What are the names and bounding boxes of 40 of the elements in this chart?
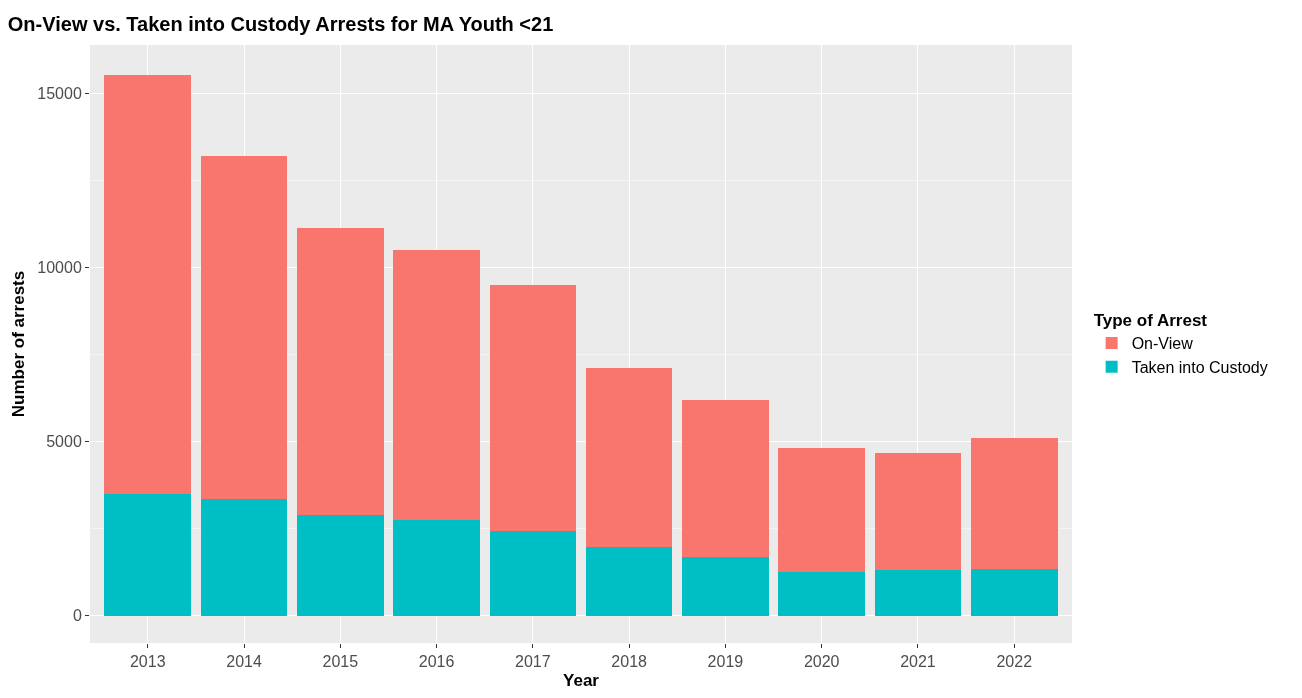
bar [778,572,866,616]
x-tick-label: 2018 [611,653,648,671]
x-tick-label: 2015 [322,653,359,671]
bar [393,520,480,616]
y-axis-title: Number of arrests [8,270,28,418]
x-tick-label: 2022 [996,653,1033,671]
y-tick-label: 10000 [37,259,82,277]
x-tick-label: 2016 [418,653,455,671]
bar [585,547,673,616]
bar [682,400,769,558]
legend-label: Taken into Custody [1131,359,1268,377]
bar [393,250,480,521]
x-axis-title: Year [563,670,600,690]
x-tick-label: 2021 [900,653,936,671]
x-tick-label: 2017 [515,653,551,671]
legend-label: On-View [1131,335,1194,353]
bar [104,74,192,495]
y-tick-label: 15000 [37,85,82,103]
bar [682,557,769,616]
bar [200,155,288,499]
y-tick-label: 5000 [46,433,82,451]
bar [874,570,962,616]
bar [200,498,288,616]
x-tick-label: 2013 [129,653,166,671]
legend-title: Type of Arrest [1093,311,1208,331]
bar [104,494,192,616]
bar [296,228,384,516]
bar [489,530,577,616]
bar [874,453,962,571]
y-tick-label: 0 [72,607,82,625]
bar [970,437,1058,569]
bar [296,515,384,616]
bar [778,448,866,573]
chart-title: On-View vs. Taken into Custody Arrests for MA Youth <21 [7,13,554,36]
x-tick-label: 2020 [803,653,840,671]
x-tick-label: 2014 [226,653,262,671]
x-tick-label: 2019 [707,653,744,671]
bar [585,368,673,548]
bar [489,285,577,531]
bar [970,568,1058,616]
